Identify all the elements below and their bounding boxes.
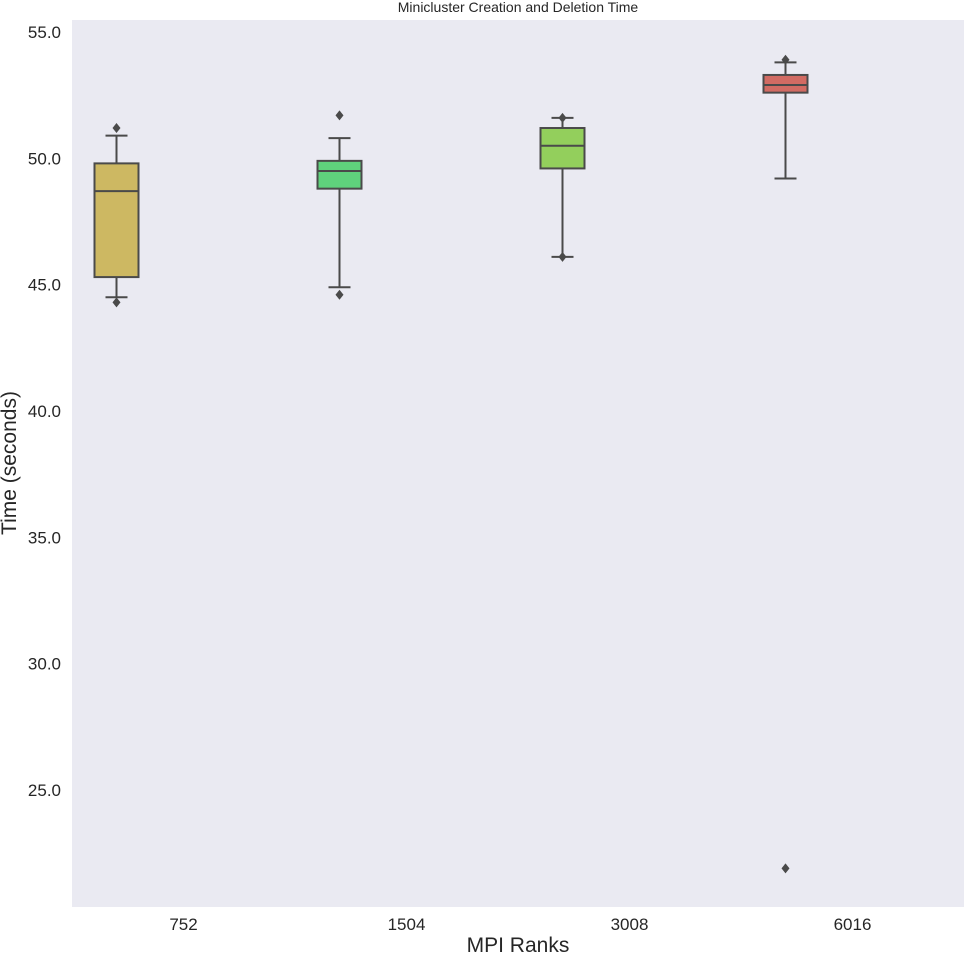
x-tick-label: 752: [169, 915, 197, 934]
box-group: [93, 123, 140, 308]
outlier-point: [112, 297, 121, 308]
outlier-point: [112, 123, 121, 134]
box-group: [762, 54, 809, 874]
box-iqr: [93, 162, 140, 279]
outlier-point: [335, 110, 344, 121]
box-group: [316, 110, 363, 300]
outlier-point: [781, 863, 790, 874]
x-axis-label: MPI Ranks: [467, 934, 570, 954]
y-tick-label: 45.0: [28, 276, 61, 295]
box-iqr: [316, 159, 363, 190]
outlier-point: [781, 54, 790, 65]
box-iqr: [762, 73, 809, 94]
boxes: [93, 54, 809, 874]
y-tick-label: 25.0: [28, 781, 61, 800]
outlier-point: [335, 289, 344, 300]
y-tick-label: 30.0: [28, 655, 61, 674]
x-tick-label: 1504: [388, 915, 426, 934]
x-tick-label: 6016: [834, 915, 872, 934]
y-tick-label: 35.0: [28, 528, 61, 547]
x-tick-labels: 752 1504 3008 6016: [169, 915, 871, 934]
y-tick-label: 55.0: [28, 23, 61, 42]
y-tick-label: 40.0: [28, 402, 61, 421]
outlier-point: [558, 112, 567, 123]
y-axis-label: Time (seconds): [0, 391, 21, 535]
y-tick-labels: 25.0 30.0 35.0 40.0 45.0 50.0 55.0: [28, 23, 61, 800]
y-tick-label: 50.0: [28, 149, 61, 168]
outlier-point: [558, 251, 567, 262]
box-group: [539, 112, 586, 262]
box-iqr: [539, 127, 586, 170]
chart-title: Minicluster Creation and Deletion Time: [398, 0, 639, 15]
x-tick-label: 3008: [611, 915, 649, 934]
plot-area: [72, 20, 964, 907]
